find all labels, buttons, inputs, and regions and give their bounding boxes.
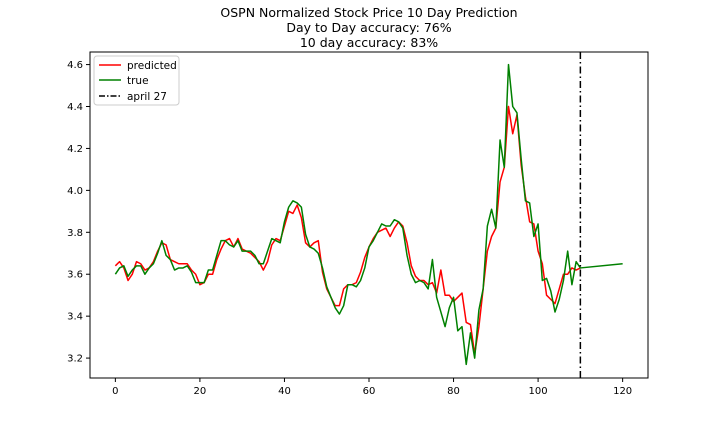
legend-label-predicted: predicted — [127, 60, 177, 72]
series-line-true — [114, 63, 623, 366]
x-tick-label: 20 — [194, 386, 207, 397]
y-tick-label: 4.0 — [67, 186, 83, 197]
x-tick-label: 40 — [278, 386, 291, 397]
series-line-predicted — [114, 105, 581, 355]
chart-title-line-2: Day to Day accuracy: 76% — [286, 20, 451, 35]
y-tick-label: 4.2 — [67, 144, 83, 155]
chart-title-line-3: 10 day accuracy: 83% — [300, 35, 438, 50]
x-tick-label: 100 — [529, 386, 548, 397]
plot-frame — [89, 51, 649, 379]
chart-title-line-1: OSPN Normalized Stock Price 10 Day Predi… — [220, 5, 517, 20]
y-tick-label: 4.6 — [67, 60, 83, 71]
y-tick-label: 3.4 — [67, 312, 83, 323]
x-tick-label: 120 — [613, 386, 632, 397]
x-tick-label: 0 — [112, 386, 118, 397]
legend-label-april-27: april 27 — [127, 91, 167, 103]
y-tick-label: 3.8 — [67, 228, 83, 239]
y-tick-label: 4.4 — [67, 102, 83, 113]
legend-label-true: true — [127, 75, 149, 87]
y-tick-label: 3.2 — [67, 354, 83, 365]
legend-box — [93, 55, 180, 106]
y-axis: 3.2 3.4 3.6 3.8 4.0 4.2 4.4 4.6 — [67, 60, 90, 365]
x-tick-label: 80 — [447, 386, 460, 397]
plot-area — [114, 52, 623, 378]
legend: predicted true april 27 — [93, 55, 180, 106]
x-tick-label: 60 — [363, 386, 376, 397]
y-tick-label: 3.6 — [67, 270, 83, 281]
x-axis: 0 20 40 60 80 100 120 — [112, 378, 632, 397]
